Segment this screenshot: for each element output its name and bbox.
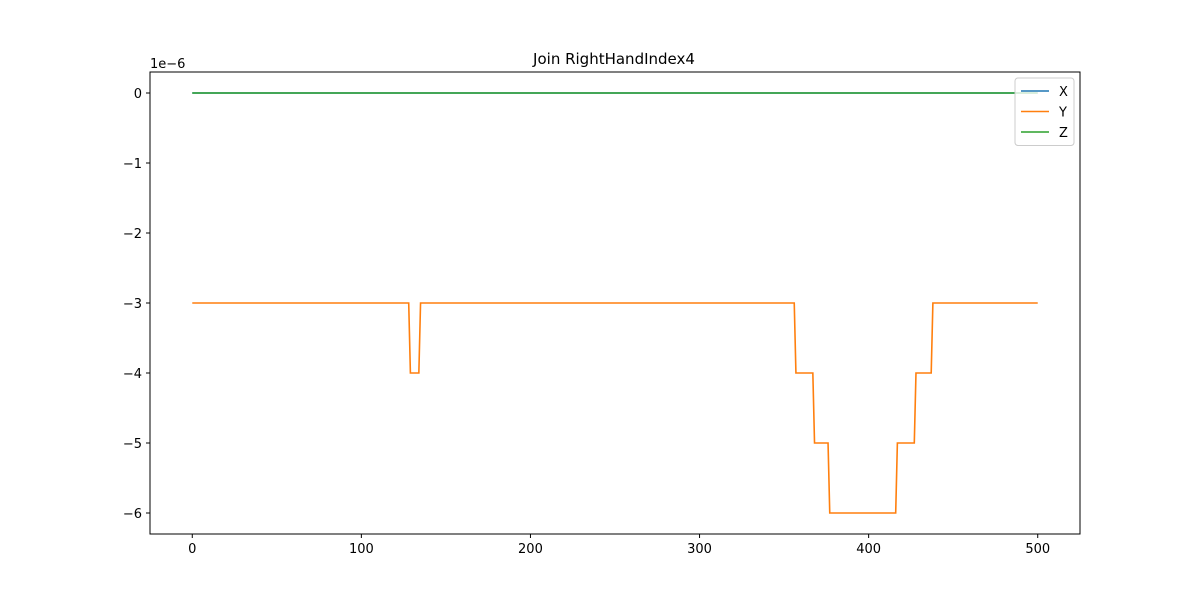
x-tick-label: 400 xyxy=(856,542,881,557)
x-tick-label: 100 xyxy=(349,542,374,557)
y-tick-label: −5 xyxy=(123,437,142,452)
legend-label-x: X xyxy=(1059,85,1068,100)
y-tick-label: −1 xyxy=(123,157,142,172)
x-axis: 0 100 200 300 400 500 xyxy=(188,534,1050,557)
legend: XYZ xyxy=(1014,77,1075,146)
y-tick-label: −2 xyxy=(123,227,142,242)
y-tick-label: −3 xyxy=(123,297,142,312)
x-tick-label: 500 xyxy=(1025,542,1050,557)
y-tick-label: −4 xyxy=(123,367,142,382)
y-offset-label: 1e−6 xyxy=(150,57,185,72)
plot-lines xyxy=(192,92,1038,514)
plot-frame xyxy=(149,71,1081,535)
x-tick-label: 300 xyxy=(687,542,712,557)
series-line-y xyxy=(192,302,1038,514)
x-tick-label: 200 xyxy=(518,542,543,557)
legend-label-z: Z xyxy=(1059,126,1068,141)
y-tick-label: −6 xyxy=(123,507,142,522)
legend-label-y: Y xyxy=(1058,106,1067,121)
chart-title: Join RightHandIndex4 xyxy=(532,50,695,68)
y-axis: 0 −1 −2 −3 −4 −5 −6 xyxy=(123,87,150,522)
x-tick-label: 0 xyxy=(188,542,196,557)
y-tick-label: 0 xyxy=(134,87,142,102)
